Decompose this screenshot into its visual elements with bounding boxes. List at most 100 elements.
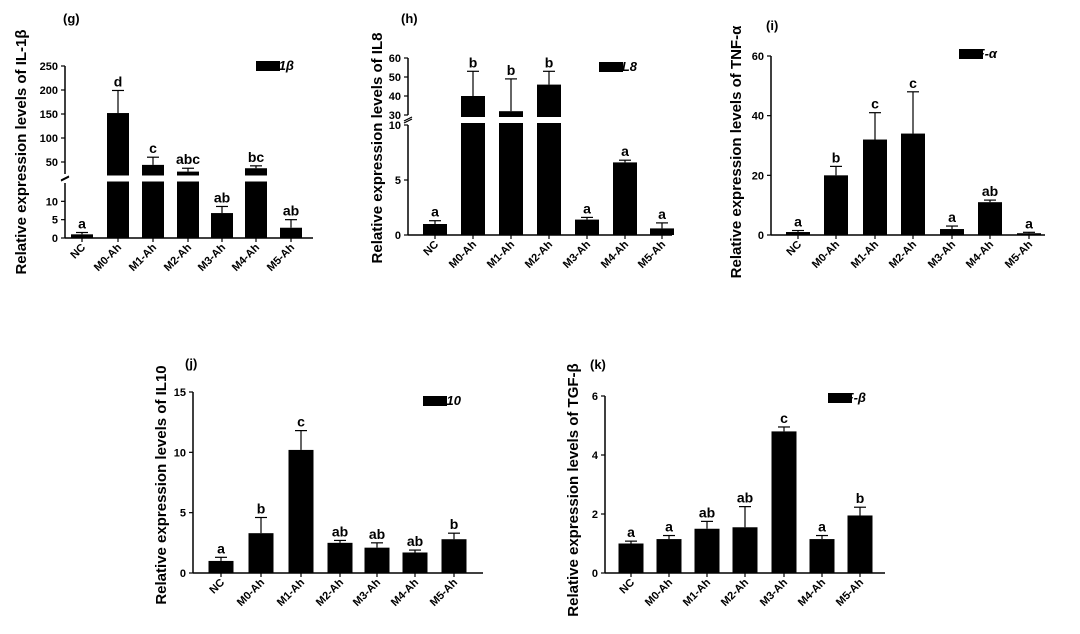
- bar-break-gap: [141, 175, 165, 182]
- bar: [613, 162, 637, 235]
- bar: [786, 232, 810, 235]
- legend-label: IL-1β: [263, 58, 294, 73]
- bar: [732, 527, 758, 573]
- significance-label: b: [856, 490, 865, 506]
- legend-swatch: [256, 61, 280, 71]
- significance-label: ab: [699, 504, 715, 520]
- legend-swatch: [828, 393, 852, 403]
- legend-label: TGF-β: [828, 390, 866, 405]
- x-tick-label: M5-Ah: [1003, 238, 1035, 270]
- bar: [211, 213, 233, 238]
- bar: [694, 528, 720, 573]
- chart-panel-5: (k) Relative expression levels of TGF-β TG…: [565, 357, 885, 617]
- bar: [248, 533, 274, 573]
- x-tick-label: M5-Ah: [265, 241, 297, 273]
- y-tick-label: 0: [395, 230, 401, 242]
- significance-label: c: [871, 96, 879, 112]
- y-tick-label: 150: [40, 109, 58, 121]
- x-tick-label: M0-Ah: [92, 241, 124, 273]
- x-tick-label: M0-Ah: [643, 576, 675, 608]
- y-tick-label: 0: [52, 233, 58, 245]
- bar-break-gap: [498, 117, 524, 123]
- y-tick-label: 20: [752, 170, 764, 182]
- significance-label: a: [627, 524, 635, 540]
- significance-label: c: [780, 410, 788, 426]
- bar: [618, 543, 644, 573]
- x-tick-label: M3-Ah: [758, 576, 790, 608]
- y-tick-label: 10: [46, 196, 58, 208]
- x-tick-label: NC: [68, 242, 88, 262]
- y-tick-label: 5: [52, 215, 58, 227]
- bar: [142, 164, 164, 238]
- y-axis-title: Relative expression levels of TNF-α: [728, 25, 745, 278]
- bar: [441, 539, 467, 573]
- x-tick-label: M5-Ah: [428, 576, 460, 608]
- significance-label: ab: [982, 183, 998, 199]
- significance-label: c: [297, 414, 305, 430]
- y-axis-title: Relative expression levels of IL10: [153, 365, 170, 604]
- x-tick-label: M0-Ah: [235, 576, 267, 608]
- x-tick-label: M2-Ah: [887, 238, 919, 270]
- x-tick-label: M3-Ah: [561, 238, 593, 270]
- bar: [71, 234, 93, 238]
- legend-swatch: [959, 49, 983, 59]
- bar: [288, 449, 314, 573]
- significance-label: ab: [407, 533, 423, 549]
- panel-label: (i): [766, 18, 778, 33]
- legend-swatch: [599, 62, 623, 72]
- y-tick-label: 0: [180, 568, 186, 580]
- significance-label: ab: [369, 526, 385, 542]
- x-tick-label: M1-Ah: [275, 576, 307, 608]
- x-tick-label: M2-Ah: [719, 576, 751, 608]
- y-tick-label: 0: [592, 568, 598, 580]
- y-axis-title: Relative expression levels of TGF-β: [565, 363, 582, 616]
- y-tick-label: 40: [752, 111, 764, 123]
- bar-break-gap: [536, 117, 562, 123]
- bar: [847, 515, 873, 573]
- x-tick-label: M3-Ah: [196, 241, 228, 273]
- bar: [402, 552, 428, 573]
- legend-label: IL10: [435, 393, 462, 408]
- x-tick-label: NC: [421, 239, 441, 259]
- y-tick-label: 10: [389, 120, 401, 132]
- significance-label: ab: [332, 523, 348, 539]
- y-tick-label: 100: [40, 133, 58, 145]
- significance-label: a: [948, 209, 956, 225]
- x-tick-label: M0-Ah: [447, 238, 479, 270]
- x-tick-label: M2-Ah: [523, 238, 555, 270]
- panel-label: (k): [590, 357, 606, 372]
- significance-label: a: [818, 519, 826, 535]
- chart-panel-3: (i) Relative expression levels of TNF-α TN…: [728, 18, 1045, 278]
- x-tick-label: M2-Ah: [162, 241, 194, 273]
- y-axis-title: Relative expression levels of IL8: [369, 33, 386, 264]
- significance-label: a: [78, 216, 86, 232]
- bar: [499, 111, 523, 235]
- legend-swatch: [423, 396, 447, 406]
- significance-label: ab: [214, 189, 230, 205]
- significance-label: a: [665, 519, 673, 535]
- bar: [280, 227, 302, 238]
- bar: [650, 228, 674, 235]
- bar: [423, 224, 447, 235]
- significance-label: a: [621, 143, 629, 159]
- significance-label: b: [469, 54, 478, 70]
- bar: [575, 219, 599, 235]
- significance-label: a: [658, 206, 666, 222]
- bar: [364, 547, 390, 573]
- significance-label: b: [257, 500, 266, 516]
- significance-label: c: [149, 140, 157, 156]
- y-tick-label: 50: [46, 157, 58, 169]
- bar: [208, 560, 234, 573]
- y-tick-label: 30: [389, 110, 401, 122]
- significance-label: abc: [176, 151, 200, 167]
- bar: [940, 229, 964, 235]
- x-tick-label: M4-Ah: [230, 241, 262, 273]
- bar-break-gap: [460, 117, 486, 123]
- chart-panel-4: (j) Relative expression levels of IL10 IL1…: [153, 356, 483, 609]
- y-tick-label: 40: [389, 91, 401, 103]
- significance-label: c: [909, 75, 917, 91]
- significance-label: b: [832, 149, 841, 165]
- significance-label: b: [450, 516, 459, 532]
- bar: [656, 539, 682, 573]
